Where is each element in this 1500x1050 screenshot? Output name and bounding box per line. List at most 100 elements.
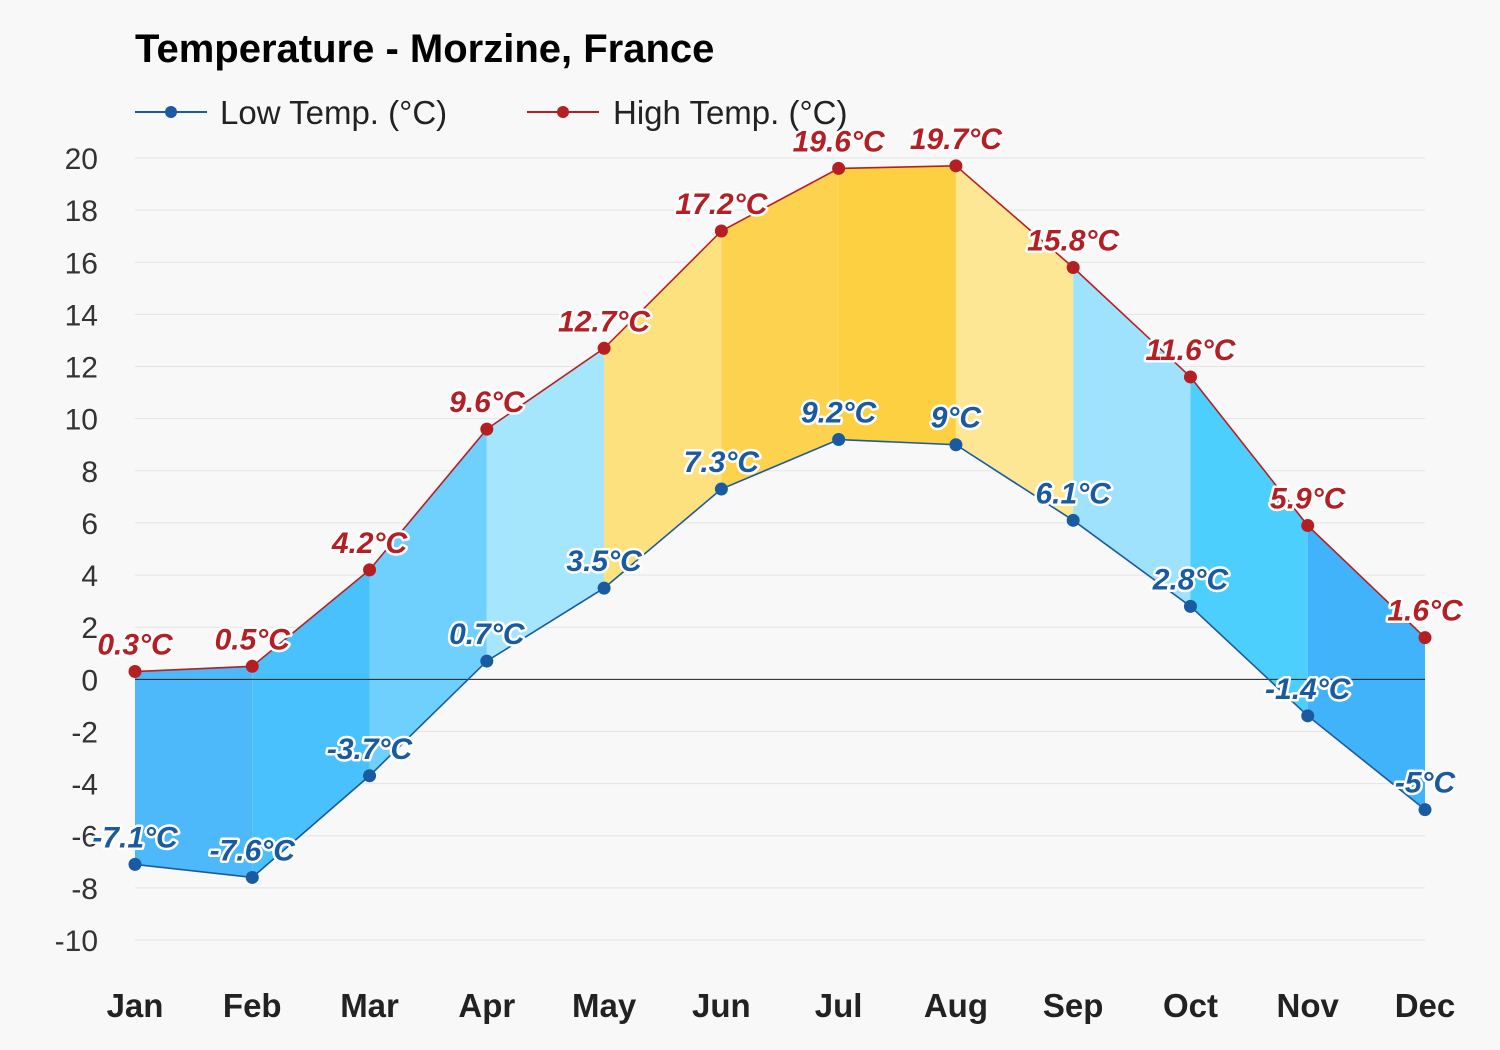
- x-tick-label: Nov: [1277, 987, 1340, 1024]
- legend-item-low[interactable]: Low Temp. (°C): [135, 94, 447, 131]
- x-tick-label: May: [572, 987, 637, 1024]
- x-tick-label: Aug: [924, 987, 988, 1024]
- band-mar: [369, 429, 487, 776]
- y-tick-label: 6: [81, 508, 98, 541]
- x-tick-label: Jul: [815, 987, 863, 1024]
- high-point-dec: [1418, 631, 1432, 645]
- y-tick-label: -2: [71, 716, 98, 749]
- series-lines: [134, 165, 1426, 879]
- series-markers: [128, 159, 1432, 884]
- high-label-jan: 0.3°C: [97, 629, 174, 662]
- low-label-feb: -7.6°C: [210, 834, 297, 867]
- x-tick-label: Apr: [458, 987, 515, 1024]
- low-point-oct: [1183, 599, 1197, 613]
- band-jan: [135, 666, 253, 878]
- high-label-oct: 11.6°C: [1146, 334, 1237, 367]
- x-tick-label: Jan: [107, 987, 164, 1024]
- low-point-jul: [832, 433, 846, 447]
- band-apr: [486, 348, 605, 662]
- y-tick-label: 14: [65, 299, 98, 332]
- low-label-oct: 2.8°C: [1152, 563, 1230, 596]
- high-point-apr: [480, 422, 494, 436]
- high-label-dec: 1.6°C: [1387, 595, 1464, 628]
- band-may: [604, 230, 722, 589]
- low-label-aug: 9°C: [931, 402, 983, 435]
- legend-high-label: High Temp. (°C): [613, 94, 847, 131]
- legend-high-marker: [557, 106, 569, 118]
- high-point-nov: [1301, 519, 1315, 533]
- high-point-sep: [1066, 260, 1080, 274]
- low-label-may: 3.5°C: [566, 545, 643, 578]
- y-tick-label: 4: [81, 560, 98, 593]
- band-oct: [1190, 376, 1308, 716]
- low-label-nov: -1.4°C: [1265, 673, 1352, 706]
- low-label-dec: -5°C: [1395, 767, 1457, 800]
- band-jul: [838, 165, 956, 445]
- high-temp-line: [134, 165, 1426, 673]
- y-tick-label: -6: [71, 821, 98, 854]
- low-label-jan: -7.1°C: [92, 821, 179, 854]
- low-label-apr: 0.7°C: [449, 618, 526, 651]
- y-tick-label: -10: [55, 925, 98, 958]
- band-feb: [252, 569, 370, 878]
- high-label-jul: 19.6°C: [793, 125, 886, 158]
- x-tick-label: Mar: [340, 987, 399, 1024]
- y-tick-label: 16: [65, 247, 98, 280]
- y-tick-label: 10: [65, 404, 98, 437]
- high-label-apr: 9.6°C: [449, 386, 526, 419]
- high-point-jan: [128, 665, 142, 679]
- temperature-bands: [135, 165, 1425, 878]
- y-tick-label: 8: [81, 456, 98, 489]
- legend: Low Temp. (°C) High Temp. (°C): [135, 94, 847, 131]
- high-point-aug: [949, 159, 963, 173]
- legend-item-high[interactable]: High Temp. (°C): [527, 94, 847, 131]
- legend-low-label: Low Temp. (°C): [220, 94, 447, 131]
- x-tick-label: Dec: [1395, 987, 1456, 1024]
- low-point-dec: [1418, 803, 1432, 817]
- high-point-mar: [363, 563, 377, 577]
- low-point-nov: [1301, 709, 1315, 723]
- band-aug: [955, 165, 1074, 521]
- band-sep: [1073, 267, 1191, 607]
- low-point-may: [597, 581, 611, 595]
- x-tick-label: Oct: [1163, 987, 1218, 1024]
- x-axis-ticks: Jan Feb Mar Apr May Jun Jul Aug Sep Oct Nov Dec: [107, 987, 1456, 1024]
- x-tick-label: Feb: [223, 987, 282, 1024]
- low-point-apr: [480, 654, 494, 668]
- low-label-jul: 9.2°C: [801, 397, 878, 430]
- y-tick-label: 20: [65, 143, 98, 176]
- x-tick-label: Jun: [692, 987, 751, 1024]
- y-tick-label: 0: [81, 664, 98, 697]
- high-label-may: 12.7°C: [558, 305, 651, 338]
- high-label-sep: 15.8°C: [1027, 224, 1120, 257]
- y-tick-label: -8: [71, 873, 98, 906]
- low-point-feb: [245, 870, 259, 884]
- high-label-feb: 0.5°C: [215, 623, 292, 656]
- high-point-may: [597, 341, 611, 355]
- high-point-oct: [1183, 370, 1197, 384]
- high-point-feb: [245, 659, 259, 673]
- x-tick-label: Sep: [1043, 987, 1104, 1024]
- low-point-sep: [1066, 513, 1080, 527]
- low-point-mar: [363, 769, 377, 783]
- low-label-mar: -3.7°C: [327, 733, 414, 766]
- low-point-jan: [128, 857, 142, 871]
- y-tick-label: -4: [71, 769, 98, 802]
- high-point-jul: [832, 161, 846, 175]
- low-point-aug: [949, 438, 963, 452]
- high-label-jun: 17.2°C: [675, 188, 768, 221]
- y-tick-label: 2: [81, 612, 98, 645]
- y-tick-label: 12: [65, 352, 98, 385]
- high-label-nov: 5.9°C: [1270, 483, 1347, 516]
- low-point-jun: [714, 482, 728, 496]
- band-jun: [721, 168, 839, 490]
- y-tick-label: 18: [65, 195, 98, 228]
- high-label-mar: 4.2°C: [331, 527, 409, 560]
- high-point-jun: [714, 224, 728, 238]
- low-label-jun: 7.3°C: [684, 446, 761, 479]
- high-label-aug: 19.7°C: [910, 123, 1003, 156]
- data-labels: -7.1°C -7.6°C -3.7°C 0.7°C 3.5°C 7.3°C 9.2°C 9°…: [90, 120, 1467, 870]
- chart-title: Temperature - Morzine, France: [135, 27, 714, 71]
